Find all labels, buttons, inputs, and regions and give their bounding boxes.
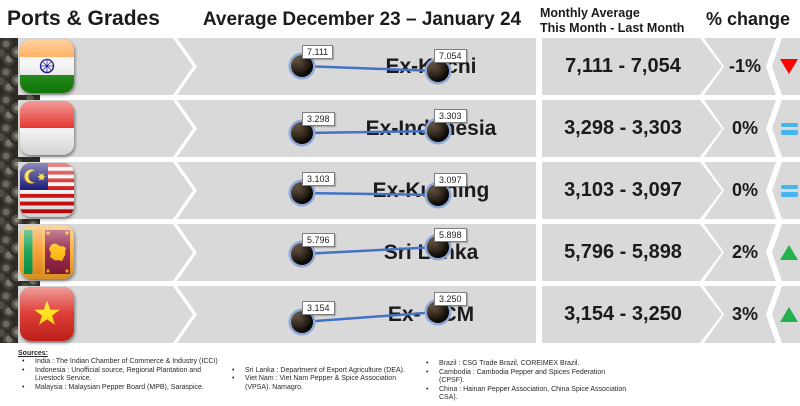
pct-change-value: 2% bbox=[731, 242, 758, 262]
monthly-average-value: 3,154 - 3,250 bbox=[564, 303, 682, 325]
bullet-icon: • bbox=[426, 385, 429, 393]
malaysia-flag-icon bbox=[20, 163, 74, 217]
sources-section: Sources: • India : The Indian Chamber of … bbox=[18, 350, 788, 401]
sri-lanka-flag-icon bbox=[20, 225, 74, 279]
start-value-label: 3.103 bbox=[302, 172, 335, 186]
chart-band bbox=[177, 100, 536, 157]
end-value-label: 5.898 bbox=[434, 228, 467, 242]
indonesia-flag-icon bbox=[20, 101, 74, 155]
monthly-average-value: 5,796 - 5,898 bbox=[564, 241, 682, 263]
end-price-dot bbox=[427, 60, 449, 82]
bullet-icon: • bbox=[22, 383, 25, 391]
bullet-icon: • bbox=[22, 366, 25, 374]
port-row-ex-kuching: Ex-Kuching 3.103 3.097 3,103 - 3,097 0% bbox=[0, 162, 800, 219]
trend-indicator-icon bbox=[780, 122, 798, 136]
average-period-header: Average December 23 – January 24 bbox=[202, 9, 522, 30]
trend-indicator-icon bbox=[780, 245, 798, 260]
start-price-dot bbox=[291, 122, 313, 144]
monthly-average-value: 3,298 - 3,303 bbox=[564, 117, 682, 139]
india-flag-icon bbox=[20, 39, 74, 93]
port-row-sri-lanka: Sri Lanka 5.796 5.898 5,796 - 5,898 2% bbox=[0, 224, 800, 281]
start-price-dot bbox=[291, 55, 313, 77]
start-price-dot bbox=[291, 243, 313, 265]
sources-column-1: • India : The Indian Chamber of Commerce … bbox=[18, 358, 226, 392]
monthly-average-band: 5,796 - 5,898 bbox=[542, 224, 722, 281]
trend-indicator-icon bbox=[780, 59, 798, 74]
monthly-average-header-line1: Monthly Average bbox=[540, 6, 640, 20]
end-price-dot bbox=[427, 120, 449, 142]
end-value-label: 3.097 bbox=[434, 173, 467, 187]
source-item: • India : The Indian Chamber of Commerce … bbox=[18, 358, 226, 367]
bullet-icon: • bbox=[426, 360, 429, 367]
pct-change-band: 2% bbox=[704, 224, 776, 281]
sources-title: Sources: bbox=[18, 350, 48, 357]
trend-indicator-icon bbox=[780, 184, 798, 198]
port-row-ex-hcm: Ex- HCM 3.154 3.250 3,154 - 3,250 3% bbox=[0, 286, 800, 343]
monthly-average-value: 7,111 - 7,054 bbox=[565, 55, 681, 77]
chart-band bbox=[177, 162, 536, 219]
pct-change-value: 0% bbox=[731, 118, 758, 138]
source-item: • Sri Lanka : Department of Export Agricu… bbox=[228, 367, 420, 376]
pct-change-value: 0% bbox=[731, 180, 758, 200]
start-value-label: 7.111 bbox=[302, 45, 334, 59]
pct-change-value: -1% bbox=[728, 56, 761, 76]
trend-indicator-icon bbox=[780, 307, 798, 322]
vietnam-flag-icon bbox=[20, 287, 74, 341]
monthly-average-band: 7,111 - 7,054 bbox=[542, 38, 722, 95]
source-item: • China : Hainan Pepper Association, Chin… bbox=[422, 386, 632, 403]
port-row-ex-kochi: Ex-Kochi 7.111 7.054 7,111 - 7,054 -1% bbox=[0, 38, 800, 95]
source-item: • Viet Nam : Viet Nam Pepper & Spice Asso… bbox=[228, 375, 420, 392]
pct-change-header: % change bbox=[705, 9, 791, 29]
start-value-label: 5.796 bbox=[302, 233, 335, 247]
end-value-label: 3.303 bbox=[434, 109, 467, 123]
end-value-label: 3.250 bbox=[434, 292, 467, 306]
bullet-icon: • bbox=[426, 368, 429, 376]
end-price-dot bbox=[427, 301, 449, 323]
monthly-average-band: 3,298 - 3,303 bbox=[542, 100, 722, 157]
source-item: • Cambodia : Cambodia Pepper and Spices F… bbox=[422, 369, 632, 386]
monthly-average-band: 3,154 - 3,250 bbox=[542, 286, 722, 343]
source-item: • Brazil : CSG Trade Brazil, COREIMEX Bra… bbox=[422, 360, 632, 369]
sources-column-3: • Brazil : CSG Trade Brazil, COREIMEX Bra… bbox=[422, 360, 632, 403]
start-value-label: 3.298 bbox=[302, 112, 335, 126]
bullet-icon: • bbox=[232, 375, 235, 383]
bullet-icon: • bbox=[22, 358, 25, 365]
sources-column-2: • Sri Lanka : Department of Export Agricu… bbox=[228, 367, 420, 393]
monthly-average-header: Monthly Average This Month - Last Month bbox=[540, 6, 710, 35]
monthly-average-band: 3,103 - 3,097 bbox=[542, 162, 722, 219]
monthly-average-header-line2: This Month - Last Month bbox=[540, 20, 685, 35]
ports-grades-header: Ports & Grades bbox=[7, 7, 160, 30]
source-item: • Indonesia : Unofficial source, Regional… bbox=[18, 367, 226, 384]
start-price-dot bbox=[291, 182, 313, 204]
end-price-dot bbox=[427, 184, 449, 206]
bullet-icon: • bbox=[232, 366, 235, 374]
start-value-label: 3.154 bbox=[302, 301, 335, 315]
start-price-dot bbox=[291, 311, 313, 333]
port-row-ex-indonesia: Ex-Indonesia 3.298 3.303 3,298 - 3,303 0… bbox=[0, 100, 800, 157]
end-value-label: 7.054 bbox=[434, 49, 467, 63]
monthly-average-value: 3,103 - 3,097 bbox=[564, 179, 682, 201]
pct-change-value: 3% bbox=[731, 304, 758, 324]
source-item: • Malaysia : Malaysian Pepper Board (MPB)… bbox=[18, 384, 226, 393]
